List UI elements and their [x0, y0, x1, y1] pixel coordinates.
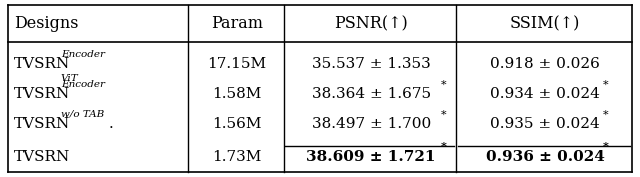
Text: 0.936 ± 0.024: 0.936 ± 0.024 — [486, 150, 604, 164]
Text: *: * — [440, 110, 446, 120]
Text: ViT: ViT — [61, 73, 79, 82]
Text: TVSRN: TVSRN — [14, 57, 70, 71]
Text: 0.934 ± 0.024: 0.934 ± 0.024 — [490, 87, 600, 101]
Text: Encoder: Encoder — [61, 50, 105, 59]
Text: 1.58M: 1.58M — [212, 87, 262, 101]
Text: *: * — [440, 80, 446, 90]
Text: 1.73M: 1.73M — [212, 150, 262, 164]
Text: *: * — [603, 141, 609, 152]
Text: TVSRN: TVSRN — [14, 150, 70, 164]
Text: 38.609 ± 1.721: 38.609 ± 1.721 — [307, 150, 436, 164]
Text: Encoder: Encoder — [61, 80, 105, 89]
Text: w/o TAB: w/o TAB — [61, 110, 104, 119]
Text: TVSRN: TVSRN — [14, 117, 70, 131]
Text: *: * — [440, 141, 446, 152]
Text: SSIM(↑): SSIM(↑) — [510, 15, 580, 32]
Text: 1.56M: 1.56M — [212, 117, 262, 131]
Text: Designs: Designs — [14, 15, 79, 32]
Text: 38.364 ± 1.675: 38.364 ± 1.675 — [312, 87, 431, 101]
Text: 0.935 ± 0.024: 0.935 ± 0.024 — [490, 117, 600, 131]
Text: *: * — [603, 110, 608, 120]
Text: PSNR(↑): PSNR(↑) — [334, 15, 408, 32]
Text: Param: Param — [211, 15, 263, 32]
Text: 38.497 ± 1.700: 38.497 ± 1.700 — [312, 117, 431, 131]
Text: 35.537 ± 1.353: 35.537 ± 1.353 — [312, 57, 431, 71]
Text: TVSRN: TVSRN — [14, 87, 70, 101]
Text: 0.918 ± 0.026: 0.918 ± 0.026 — [490, 57, 600, 71]
Text: .: . — [109, 117, 113, 131]
Text: 17.15M: 17.15M — [207, 57, 266, 71]
Text: *: * — [603, 80, 608, 90]
